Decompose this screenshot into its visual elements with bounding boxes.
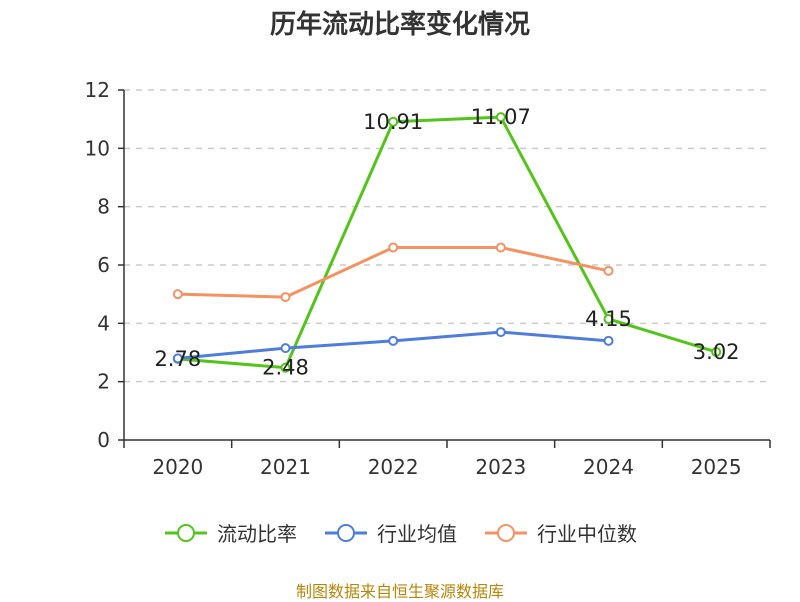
- data-label: 11.07: [471, 105, 531, 129]
- legend-label: 行业中位数: [537, 522, 637, 546]
- data-label: 4.15: [585, 307, 632, 331]
- data-point: [711, 346, 722, 357]
- legend-label: 流动比率: [217, 522, 297, 546]
- source-note: 制图数据来自恒生聚源数据库: [295, 582, 504, 601]
- legend: 流动比率 行业均值 行业中位数: [0, 518, 800, 547]
- legend-item[interactable]: 流动比率: [163, 518, 297, 547]
- data-point: [495, 327, 506, 338]
- data-label: 3.02: [693, 340, 740, 364]
- data-point: [172, 353, 183, 364]
- data-point: [495, 112, 506, 123]
- legend-swatch: [165, 523, 207, 542]
- x-tick-label: 2022: [368, 455, 419, 479]
- data-labels: 2.78 2.48 10.91 11.07 4.15 3.02: [154, 105, 739, 380]
- legend-label: 行业均值: [377, 522, 457, 546]
- data-point: [388, 116, 399, 127]
- y-tick-label: 8: [97, 195, 110, 219]
- data-point: [172, 289, 183, 300]
- x-tick-label: 2025: [691, 455, 742, 479]
- data-point: [388, 242, 399, 253]
- y-tick-label: 2: [97, 370, 110, 394]
- chart-title: 历年流动比率变化情况: [269, 10, 530, 40]
- series-line: [177, 246, 609, 299]
- legend-item[interactable]: 行业中位数: [483, 518, 637, 547]
- legend-swatch: [325, 523, 367, 542]
- y-tick-label: 0: [97, 428, 110, 452]
- y-tick-label: 10: [85, 136, 110, 160]
- data-point: [388, 335, 399, 346]
- axes: 0 2 4 6 8 10 12 2020 2021 2022 2023 2024 2025: [85, 78, 771, 479]
- data-point: [280, 343, 291, 354]
- y-tick-label: 4: [97, 311, 110, 335]
- data-label: 10.91: [363, 110, 423, 134]
- data-label: 2.78: [154, 347, 201, 371]
- data-point: [603, 313, 614, 324]
- x-tick-label: 2021: [260, 455, 311, 479]
- data-label: 2.48: [262, 356, 309, 380]
- y-tick-label: 6: [97, 253, 110, 277]
- legend-item[interactable]: 行业均值: [323, 518, 457, 547]
- x-tick-label: 2023: [475, 455, 526, 479]
- x-tick-label: 2024: [583, 455, 634, 479]
- series-lines: [172, 112, 722, 373]
- data-point: [495, 242, 506, 253]
- legend-swatch: [485, 523, 527, 542]
- y-tick-label: 12: [85, 78, 110, 102]
- series-line: [177, 115, 717, 370]
- data-point: [603, 265, 614, 276]
- x-tick-label: 2020: [152, 455, 203, 479]
- data-point: [280, 362, 291, 373]
- data-point: [603, 335, 614, 346]
- data-point: [280, 292, 291, 303]
